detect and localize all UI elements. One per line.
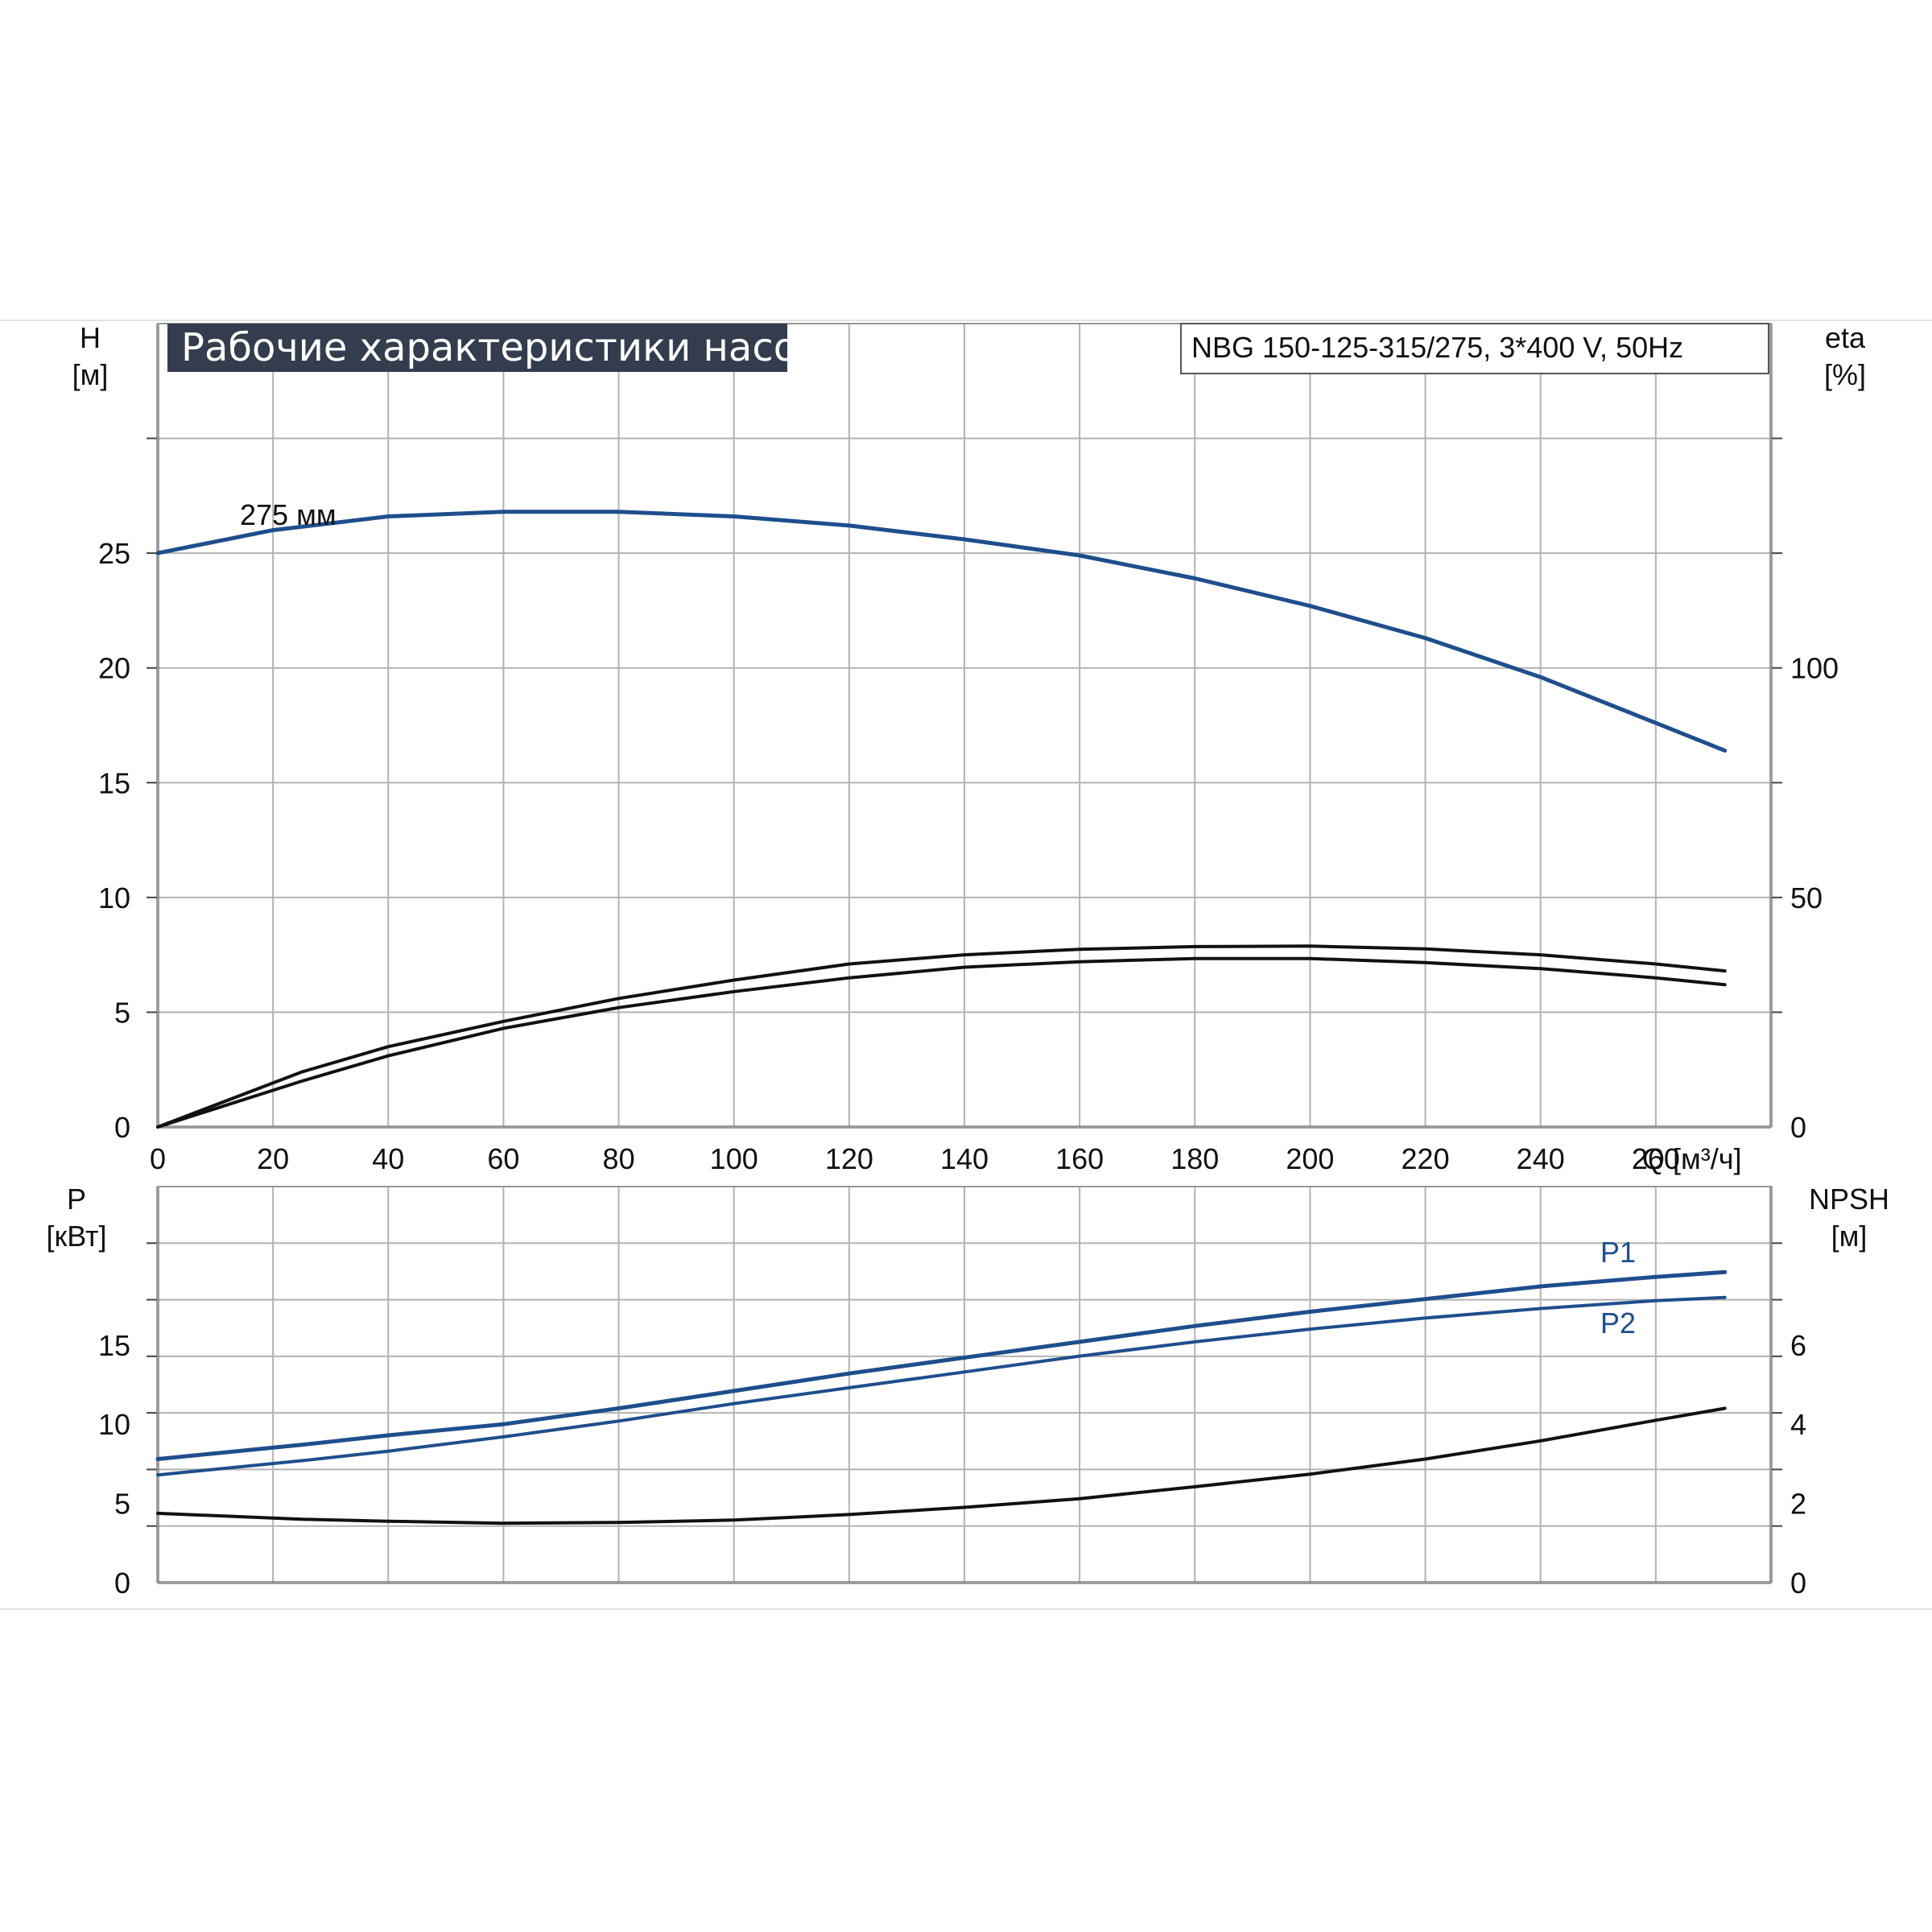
axis-label-line: [м] — [72, 358, 109, 391]
x-tick-label: 200 — [1286, 1142, 1334, 1175]
bottom-plot-frame — [157, 1186, 1772, 1583]
axis-label-line: [%] — [1824, 358, 1866, 391]
axis-label-line: H — [80, 321, 101, 354]
top-plot-frame — [157, 323, 1772, 1128]
y-tick-label-right: 0 — [1790, 1111, 1806, 1144]
x-tick-label: 180 — [1170, 1142, 1219, 1175]
series-line-2 — [156, 1406, 1727, 1525]
axis-label-line: NPSH — [1809, 1183, 1889, 1216]
x-tick-label: 140 — [940, 1142, 989, 1175]
bottom-panel: 0 5 10 15 0 2 4 6 P [кВт] NPSH [м] P1 P2 — [46, 1183, 1889, 1600]
chart-title: Рабочие характеристики насоса — [181, 325, 842, 370]
y-tick-label-left: 10 — [98, 881, 130, 914]
y-tick-label-right: 50 — [1790, 881, 1823, 914]
y-tick-label-left: 0 — [114, 1567, 130, 1600]
series-line-0 — [155, 510, 1728, 753]
axis-label-line: [м] — [1831, 1220, 1868, 1253]
y-tick-label-right: 4 — [1790, 1408, 1806, 1441]
x-tick-label: 220 — [1402, 1142, 1450, 1175]
x-tick-label: 120 — [825, 1142, 873, 1175]
series-label-p1: P1 — [1600, 1236, 1636, 1269]
series-label-p2: P2 — [1600, 1307, 1636, 1340]
y-tick-label-left: 5 — [114, 1488, 130, 1521]
y-tick-label-left: 0 — [114, 1111, 130, 1144]
axis-label-line: P — [67, 1183, 86, 1216]
y-tick-label-right: 6 — [1790, 1329, 1806, 1362]
x-tick-label: 60 — [487, 1142, 519, 1175]
top-series — [155, 510, 1728, 1129]
x-tick-label: 80 — [603, 1142, 635, 1175]
series-line-1 — [156, 1295, 1727, 1477]
y-tick-label-left: 15 — [98, 766, 130, 799]
series-line-1 — [156, 944, 1727, 1129]
x-tick-label: 0 — [150, 1142, 166, 1175]
x-tick-labels: 0 20 40 60 80 100 120 140 160 180 200 220 240 260 — [150, 1142, 1680, 1175]
chart-title-box — [167, 324, 787, 372]
x-tick-label: 20 — [257, 1142, 289, 1175]
x-tick-label: 240 — [1517, 1142, 1565, 1175]
series-line-0 — [155, 1269, 1728, 1461]
top-grid — [147, 324, 1782, 1129]
model-label: NBG 150-125-315/275, 3*400 V, 50Hz — [1191, 331, 1683, 364]
model-label-box — [1180, 323, 1769, 374]
y-tick-label-right: 2 — [1790, 1488, 1806, 1521]
x-tick-label: 100 — [710, 1142, 758, 1175]
bottom-grid — [147, 1187, 1782, 1584]
npsh-axis-label: NPSH [м] — [1809, 1183, 1889, 1253]
bottom-tick-labels: 0 5 10 15 0 2 4 6 — [98, 1329, 1806, 1600]
flow-axis-label: Q [м³/ч] — [1642, 1142, 1742, 1175]
y-tick-label-left: 25 — [98, 537, 130, 570]
x-tick-label: 160 — [1055, 1142, 1104, 1175]
top-panel: 0 5 10 15 20 25 0 50 100 0 20 40 60 80 100 120 140 160 18… — [72, 321, 1866, 1175]
axis-label-line: [кВт] — [46, 1220, 106, 1253]
y-tick-label-left: 15 — [98, 1329, 130, 1362]
eta-axis-label: eta [%] — [1824, 321, 1866, 391]
top-tick-labels: 0 5 10 15 20 25 0 50 100 — [98, 537, 1839, 1144]
series-line-2 — [156, 956, 1727, 1129]
power-axis-label: P [кВт] — [46, 1183, 106, 1253]
impeller-diameter-annotation: 275 мм — [240, 498, 336, 531]
y-tick-label-right: 100 — [1790, 652, 1839, 685]
head-axis-label: H [м] — [72, 321, 109, 391]
x-tick-label: 260 — [1632, 1142, 1680, 1175]
x-tick-label: 40 — [372, 1142, 404, 1175]
axis-label-line: eta — [1825, 321, 1866, 354]
y-tick-label-right: 0 — [1790, 1567, 1806, 1600]
y-tick-label-left: 20 — [98, 652, 130, 685]
y-tick-label-left: 5 — [114, 996, 130, 1029]
y-tick-label-left: 10 — [98, 1408, 130, 1441]
bottom-series — [155, 1269, 1728, 1525]
